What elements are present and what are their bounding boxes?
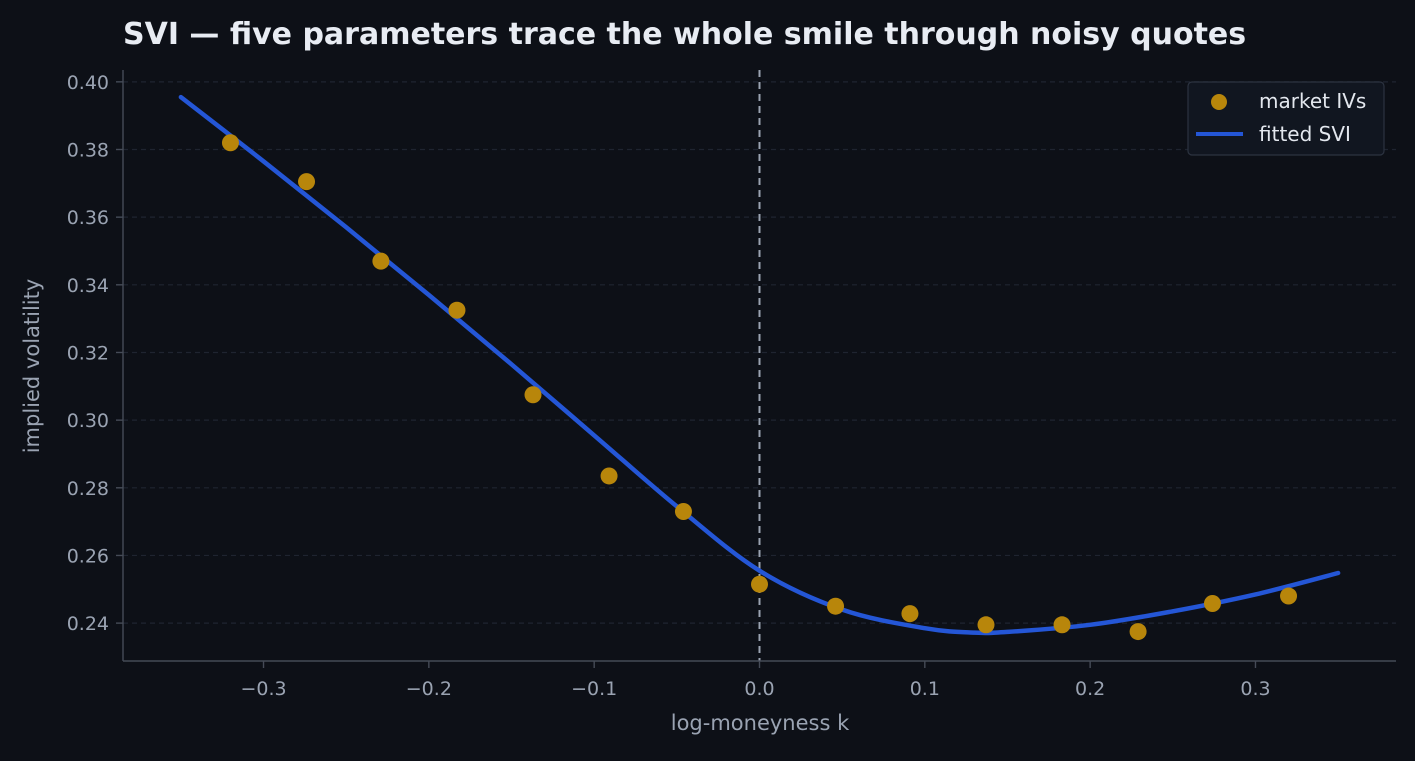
market-iv-point [674, 502, 692, 520]
x-tick-label: 0.0 [744, 678, 774, 700]
legend-box [1187, 81, 1385, 156]
market-iv-point [221, 134, 239, 152]
y-axis-title: implied volatility [20, 279, 44, 454]
y-tick-label: 0.36 [67, 207, 109, 229]
y-tick-label: 0.38 [67, 139, 109, 161]
x-tick-labels: −0.3 −0.2 −0.1 0.0 0.1 0.2 0.3 [240, 678, 1270, 700]
market-iv-point [448, 301, 466, 319]
x-tick-label: 0.1 [910, 678, 940, 700]
market-iv-point [977, 616, 995, 634]
market-iv-point [1053, 616, 1071, 634]
legend: market IVs fitted SVI [1187, 81, 1385, 156]
market-iv-point [901, 605, 919, 623]
axes [116, 70, 1396, 668]
y-tick-labels: 0.24 0.26 0.28 0.30 0.32 0.34 0.36 0.38 0.40 [67, 72, 109, 635]
market-points-layer [221, 134, 1298, 641]
market-iv-point [751, 575, 768, 593]
x-axis-title: log-moneyness k [671, 711, 850, 735]
market-iv-point [298, 173, 316, 191]
chart-title: SVI — five parameters trace the whole sm… [123, 17, 1246, 52]
x-tick-label: −0.2 [406, 678, 452, 700]
y-tick-label: 0.26 [67, 545, 109, 567]
market-iv-point [1129, 623, 1147, 641]
fitted-svi-line [178, 94, 1341, 636]
market-iv-point [524, 386, 542, 404]
x-tick-label: 0.3 [1240, 678, 1270, 700]
market-iv-point [372, 252, 390, 270]
x-tick-label: −0.1 [571, 678, 617, 700]
y-tick-label: 0.30 [67, 410, 109, 432]
market-iv-point [1203, 594, 1221, 612]
y-tick-label: 0.32 [67, 342, 109, 364]
fitted-line-layer [178, 94, 1341, 636]
y-tick-label: 0.34 [67, 275, 109, 297]
y-tick-label: 0.24 [67, 613, 109, 635]
market-iv-point [600, 467, 618, 485]
market-iv-point [827, 597, 845, 615]
legend-label-market-ivs: market IVs [1259, 89, 1366, 113]
y-tick-label: 0.40 [67, 72, 109, 94]
y-tick-label: 0.28 [67, 478, 109, 500]
market-iv-point [1280, 587, 1298, 605]
x-tick-label: 0.2 [1075, 678, 1105, 700]
legend-label-fitted-svi: fitted SVI [1259, 122, 1351, 146]
x-tick-label: −0.3 [240, 678, 286, 700]
legend-marker-market-ivs [1211, 94, 1227, 110]
